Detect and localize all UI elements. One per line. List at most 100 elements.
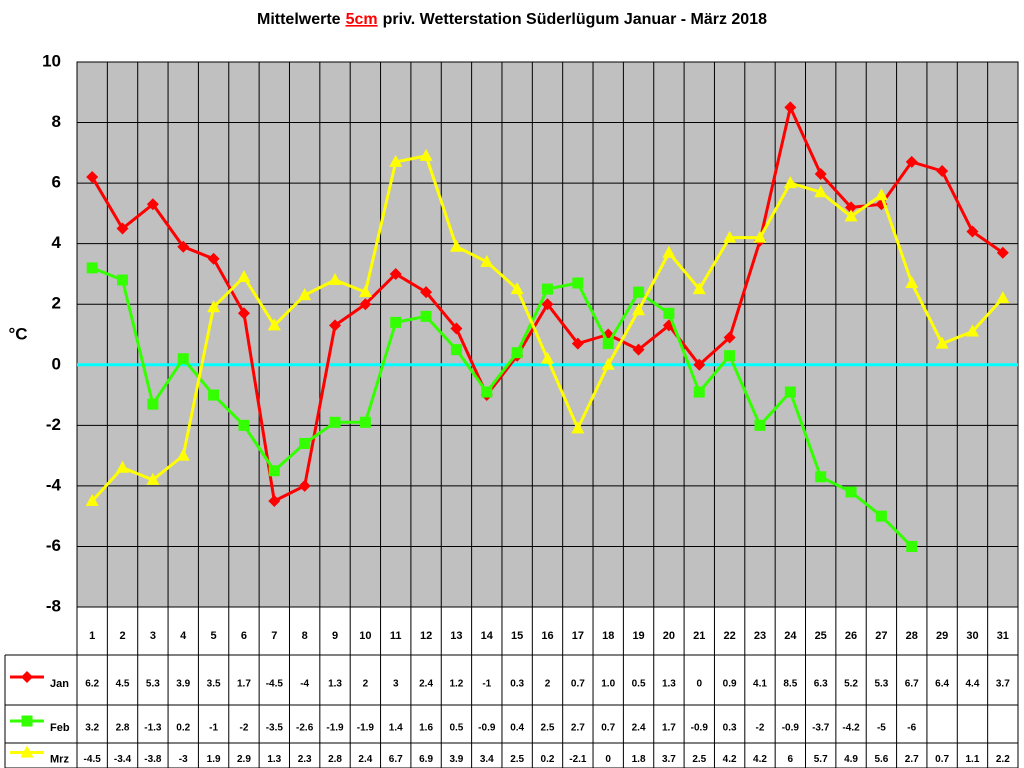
marker <box>480 254 494 267</box>
marker <box>146 472 160 485</box>
marker <box>693 386 705 398</box>
marker <box>329 416 341 428</box>
table-value: 1.7 <box>237 679 251 690</box>
x-tick-label: 4 <box>180 630 187 642</box>
table-value: 4.9 <box>844 754 858 765</box>
marker <box>298 288 312 301</box>
marker <box>784 386 796 398</box>
table-value: 1.7 <box>662 723 676 734</box>
y-tick-label: -2 <box>46 415 61 434</box>
table-value: 2.7 <box>905 754 919 765</box>
table-value: 2.2 <box>996 754 1010 765</box>
marker <box>85 494 99 507</box>
table-value: -5 <box>877 723 886 734</box>
table-value: 5.3 <box>874 679 888 690</box>
table-value: 1.1 <box>966 754 980 765</box>
marker <box>420 310 432 322</box>
table-value: -3.7 <box>812 723 830 734</box>
marker <box>86 171 99 184</box>
x-tick-label: 7 <box>271 630 277 642</box>
table-value: 6 <box>788 754 794 765</box>
table-value: 3 <box>393 679 399 690</box>
marker <box>784 101 797 114</box>
table-value: 5.7 <box>814 754 828 765</box>
x-tick-label: 20 <box>663 630 675 642</box>
marker <box>146 198 159 211</box>
x-tick-label: 31 <box>997 630 1009 642</box>
x-tick-label: 23 <box>754 630 766 642</box>
marker <box>874 188 888 201</box>
table-value: -1.3 <box>144 723 162 734</box>
table-value: 1.6 <box>419 723 433 734</box>
marker <box>177 240 190 253</box>
table-value: 2.9 <box>237 754 251 765</box>
table-value: -1.9 <box>357 723 375 734</box>
x-tick-label: 17 <box>572 630 584 642</box>
table-value: 0.9 <box>723 679 737 690</box>
marker <box>693 358 706 371</box>
x-tick-label: 18 <box>602 630 614 642</box>
table-value: -0.9 <box>691 723 709 734</box>
x-tick-label: 11 <box>390 630 402 642</box>
table-value: 2.4 <box>358 754 372 765</box>
marker <box>935 336 949 349</box>
table-value: 1.4 <box>389 723 403 734</box>
table-value: 3.7 <box>662 754 676 765</box>
table-value: 3.5 <box>207 679 221 690</box>
marker <box>238 419 250 431</box>
x-tick-label: 1 <box>89 630 95 642</box>
marker <box>753 230 767 243</box>
marker <box>450 322 463 335</box>
y-tick-label: 6 <box>52 173 61 192</box>
marker <box>814 185 828 198</box>
table-value: 4.5 <box>116 679 130 690</box>
table-value: 2.7 <box>571 723 585 734</box>
marker <box>449 239 463 252</box>
legend-label: Jan <box>50 678 69 690</box>
marker <box>390 316 402 328</box>
table-value: 2 <box>363 679 369 690</box>
table-value: 0.7 <box>601 723 615 734</box>
marker <box>207 300 221 313</box>
marker <box>389 267 402 280</box>
marker <box>936 165 949 177</box>
y-tick-label: -6 <box>46 536 61 555</box>
table-value: 2.8 <box>116 723 130 734</box>
marker <box>601 357 615 370</box>
table-value: 2.8 <box>328 754 342 765</box>
y-axis-label: °C <box>8 324 27 343</box>
marker <box>815 471 827 483</box>
marker <box>21 671 33 683</box>
marker <box>298 479 311 492</box>
marker <box>116 222 129 235</box>
marker <box>783 176 797 189</box>
y-tick-label: 8 <box>52 112 61 131</box>
table-value: 5.3 <box>146 679 160 690</box>
table-value: 0.7 <box>935 754 949 765</box>
marker <box>176 448 190 461</box>
plot-area <box>76 61 1019 608</box>
x-tick-label: 8 <box>302 630 308 642</box>
marker <box>21 715 33 727</box>
marker <box>633 286 645 298</box>
table-value: 3.9 <box>176 679 190 690</box>
marker <box>358 285 372 298</box>
table-value: 0.5 <box>632 679 646 690</box>
y-tick-label: 10 <box>42 51 61 70</box>
marker <box>966 225 979 238</box>
marker <box>542 283 553 295</box>
table-value: 6.2 <box>85 679 99 690</box>
table-value: 2.3 <box>298 754 312 765</box>
marker <box>965 324 979 337</box>
x-tick-label: 19 <box>632 630 644 642</box>
table-value: 4.1 <box>753 679 767 690</box>
table-value: 2.5 <box>510 754 524 765</box>
y-tick-label: -4 <box>46 475 62 494</box>
marker <box>906 540 918 552</box>
title-part: priv. Wetterstation Süderlügum Januar - … <box>383 11 767 28</box>
x-tick-label: 14 <box>481 630 494 642</box>
table-value: 3.4 <box>480 754 494 765</box>
table-value: 2.4 <box>632 723 646 734</box>
table-value: 0.7 <box>571 679 585 690</box>
